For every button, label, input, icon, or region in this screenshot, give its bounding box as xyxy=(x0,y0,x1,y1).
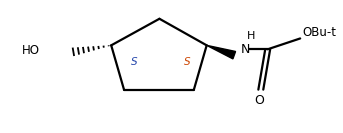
Text: S: S xyxy=(131,57,137,67)
Text: S: S xyxy=(184,57,190,67)
Text: O: O xyxy=(254,94,264,107)
Polygon shape xyxy=(207,45,236,59)
Text: OBu-t: OBu-t xyxy=(302,26,336,39)
Text: HO: HO xyxy=(22,44,40,57)
Text: N: N xyxy=(241,43,250,56)
Text: H: H xyxy=(247,32,256,41)
